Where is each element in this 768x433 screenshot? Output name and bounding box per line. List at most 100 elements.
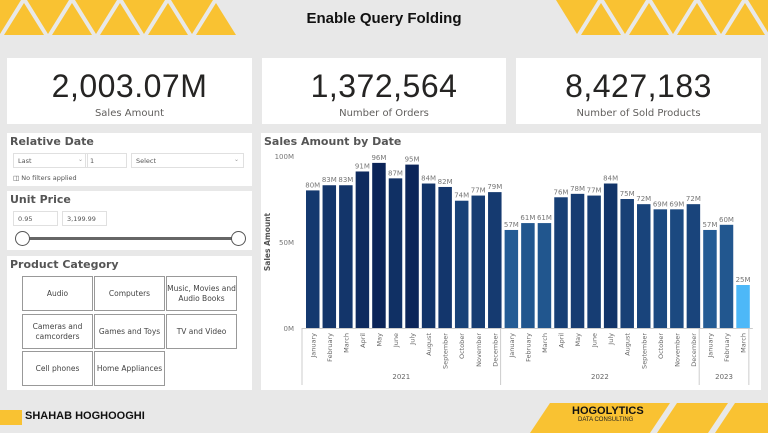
x-tick-label: June xyxy=(392,333,400,348)
category-button[interactable]: Games and Toys xyxy=(94,314,165,349)
header-triangle-pattern xyxy=(0,0,768,35)
year-label: 2021 xyxy=(392,373,410,381)
product-category-slicer: Product Category Audio Computers Music, Mo… xyxy=(7,256,252,390)
year-label: 2022 xyxy=(591,373,609,381)
kpi-card-sales-amount: 2,003.07M Sales Amount xyxy=(7,58,252,124)
x-tick-label: March xyxy=(740,333,748,353)
bar xyxy=(736,285,750,328)
bar xyxy=(719,224,734,328)
category-button[interactable]: Cameras and camcorders xyxy=(22,314,93,349)
page-title: Enable Query Folding xyxy=(306,10,462,27)
kpi-value: 2,003.07M xyxy=(51,68,208,104)
chevron-down-icon: ⌄ xyxy=(233,156,239,163)
relative-count-input[interactable]: 1 xyxy=(85,153,127,168)
data-label: 84M xyxy=(421,175,436,183)
data-label: 95M xyxy=(405,156,420,164)
data-label: 61M xyxy=(520,214,535,222)
filter-status: No filters applied xyxy=(21,174,77,182)
category-button[interactable]: Computers xyxy=(94,276,165,311)
bar-chart: 0M 50M 100M Sales Amount 80M January 83M Februa… xyxy=(263,153,753,385)
category-button[interactable]: Music, Movies and Audio Books xyxy=(166,276,237,311)
data-label: 60M xyxy=(719,216,734,224)
data-label: 72M xyxy=(636,195,651,203)
x-tick-label: September xyxy=(442,333,450,369)
footer-logo-banner xyxy=(530,403,768,433)
header-triangle xyxy=(100,3,140,35)
bar xyxy=(405,164,419,328)
data-label: 82M xyxy=(438,178,453,186)
header-triangle xyxy=(677,3,717,35)
relative-unit-dropdown[interactable]: Select ⌄ xyxy=(131,153,244,168)
header-triangle xyxy=(0,0,21,34)
data-label: 74M xyxy=(454,192,469,200)
bar xyxy=(355,171,370,328)
slider-min-handle[interactable] xyxy=(15,231,30,246)
category-button[interactable]: Cell phones xyxy=(22,351,93,386)
slider-track xyxy=(22,237,239,240)
panel-title: Product Category xyxy=(10,258,119,271)
bar xyxy=(554,197,568,328)
filter-icon: ◫ xyxy=(13,174,20,182)
x-tick-label: March xyxy=(541,333,549,353)
footer-accent-bar xyxy=(0,410,22,425)
x-tick-label: August xyxy=(624,333,632,356)
category-button[interactable]: Home Appliances xyxy=(94,351,165,386)
data-label: 25M xyxy=(736,276,751,284)
logo-main-text: HOGOLYTICS xyxy=(572,405,644,417)
bar xyxy=(488,192,502,328)
x-tick-label: November xyxy=(475,333,483,367)
relative-mode-dropdown[interactable]: Last ⌄ xyxy=(13,153,88,168)
x-tick-label: October xyxy=(458,333,466,359)
logo-sub-text: DATA CONSULTING xyxy=(578,417,634,423)
header-triangle xyxy=(748,0,768,33)
chart-title: Sales Amount by Date xyxy=(264,135,402,148)
x-tick-label: March xyxy=(342,333,350,353)
bar xyxy=(438,186,452,328)
x-tick-label: July xyxy=(607,333,615,346)
header-triangle xyxy=(75,0,117,34)
year-label: 2023 xyxy=(715,373,733,381)
sales-by-date-chart: Sales Amount by Date 0M 50M 100M Sales Amou… xyxy=(261,133,761,390)
slider-max-handle[interactable] xyxy=(231,231,246,246)
panel-title: Relative Date xyxy=(10,135,94,148)
input-value: 1 xyxy=(90,157,95,165)
header-triangle xyxy=(171,0,213,34)
x-tick-label: January xyxy=(706,333,714,359)
company-logo: HOGOLYTICS DATA CONSULTING xyxy=(572,405,644,424)
bar xyxy=(421,183,436,328)
data-label: 77M xyxy=(471,187,486,195)
bar xyxy=(703,229,717,328)
data-label: 79M xyxy=(487,183,502,191)
relative-date-slicer: Relative Date Last ⌄ 1 Select ⌄ ◫ No filte… xyxy=(7,133,252,186)
bar xyxy=(372,162,386,328)
x-tick-label: February xyxy=(326,333,334,362)
data-label: 57M xyxy=(504,221,519,229)
min-price-input[interactable]: 0.95 xyxy=(13,211,58,226)
bar xyxy=(670,209,684,328)
max-price-input[interactable]: 3,199.99 xyxy=(62,211,107,226)
y-tick-label: 50M xyxy=(279,239,294,247)
dropdown-value: Select xyxy=(136,157,157,165)
x-tick-label: April xyxy=(359,333,367,348)
x-tick-label: August xyxy=(425,333,433,356)
header-triangle xyxy=(725,3,765,35)
x-tick-label: January xyxy=(508,333,516,359)
category-button[interactable]: TV and Video xyxy=(166,314,237,349)
x-tick-label: April xyxy=(558,333,566,348)
category-button[interactable]: Audio xyxy=(22,276,93,311)
header-triangle xyxy=(652,0,694,34)
unit-price-slicer: Unit Price 0.95 3,199.99 xyxy=(7,191,252,250)
chevron-down-icon: ⌄ xyxy=(77,156,83,163)
data-label: 83M xyxy=(322,176,337,184)
header-triangle xyxy=(123,0,165,34)
data-label: 80M xyxy=(305,181,320,189)
data-label: 57M xyxy=(702,221,717,229)
kpi-label: Number of Orders xyxy=(339,108,429,119)
panel-title: Unit Price xyxy=(10,193,71,206)
data-label: 83M xyxy=(338,176,353,184)
bar xyxy=(322,185,337,328)
data-label: 77M xyxy=(587,187,602,195)
x-tick-label: November xyxy=(673,333,681,367)
header-triangle xyxy=(148,3,188,35)
bar xyxy=(339,185,353,328)
